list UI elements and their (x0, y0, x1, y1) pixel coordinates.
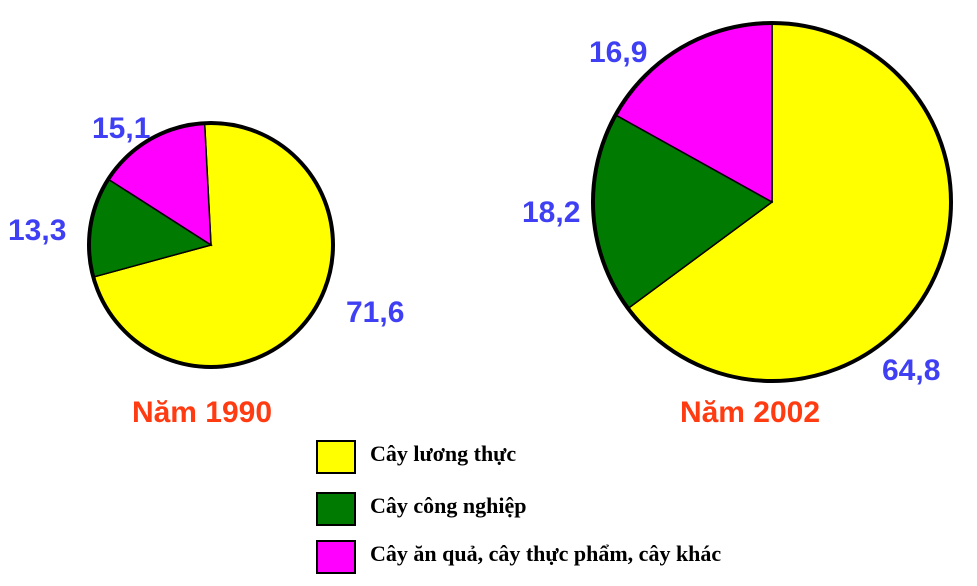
legend-label-industrial-crops: Cây công nghiệp (370, 493, 527, 518)
value-label-1990-food-crops: 71,6 (346, 296, 404, 329)
value-label-2002-industrial-crops: 18,2 (522, 196, 580, 229)
legend-item-industrial-crops: Cây công nghiệp (316, 492, 876, 532)
legend-label-other-crops: Cây ăn quả, cây thực phẩm, cây khác (370, 541, 722, 566)
legend-item-food-crops: Cây lương thực (316, 440, 876, 480)
legend-swatch-food-crops (316, 440, 356, 474)
pie-outline-1990 (87, 121, 335, 369)
pie-chart-1990: 71,6 13,3 15,1 Năm 1990 (8, 112, 404, 429)
pie-chart-2002: 64,8 18,2 16,9 Năm 2002 (522, 21, 953, 429)
legend-item-other-crops: Cây ăn quả, cây thực phẩm, cây khác (316, 540, 876, 580)
value-label-1990-industrial-crops: 13,3 (8, 214, 66, 247)
chart-title-1990: Năm 1990 (132, 396, 272, 429)
legend-label-food-crops: Cây lương thực (370, 441, 517, 466)
value-label-2002-other-crops: 16,9 (589, 36, 647, 69)
legend-swatch-industrial-crops (316, 492, 356, 526)
chart-title-2002: Năm 2002 (680, 396, 820, 429)
pie-outline-2002 (591, 21, 953, 383)
value-label-1990-other-crops: 15,1 (92, 112, 150, 145)
value-label-2002-food-crops: 64,8 (882, 354, 940, 387)
legend-swatch-other-crops (316, 540, 356, 574)
